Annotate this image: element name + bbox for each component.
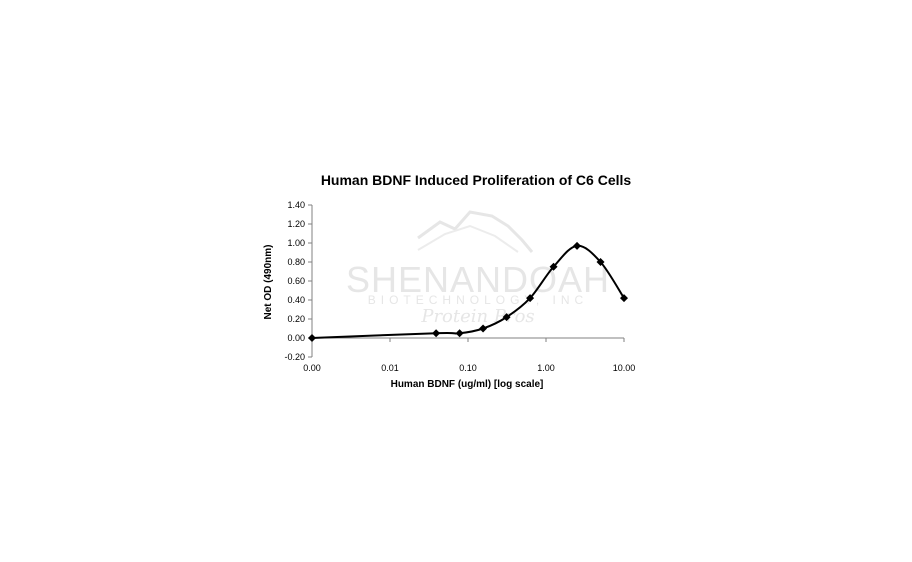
data-point [479, 324, 488, 333]
x-axis-title: Human BDNF (ug/ml) [log scale] [391, 379, 544, 390]
watermark-logo-text: SHENANDOAH [346, 259, 610, 300]
y-tick-label: 1.20 [287, 219, 305, 229]
data-point [549, 262, 558, 271]
x-tick-label: 10.00 [613, 363, 636, 373]
plot-axes: -0.200.000.200.400.600.801.001.201.400.0… [284, 200, 635, 373]
x-tick-label: 0.10 [459, 363, 477, 373]
x-tick-label: 0.01 [381, 363, 399, 373]
y-axis-title: Net OD (490nm) [263, 244, 274, 319]
data-point [526, 294, 535, 303]
y-tick-label: 0.40 [287, 295, 305, 305]
watermark-logo: SHENANDOAH BIOTECHNOLOGY, INC Protein Pr… [346, 210, 610, 327]
data-point [573, 241, 582, 250]
plot-series [308, 241, 628, 342]
x-tick-label: 0.00 [303, 363, 321, 373]
mountain-icon [417, 210, 534, 253]
chart-title: Human BDNF Induced Proliferation of C6 C… [321, 172, 632, 188]
data-point [596, 258, 605, 266]
data-point [620, 294, 628, 303]
y-tick-label: 0.60 [287, 276, 305, 286]
data-point [432, 329, 441, 338]
y-tick-label: 0.00 [287, 333, 305, 343]
mountain-ridge-icon [417, 224, 519, 253]
y-tick-label: 0.20 [287, 314, 305, 324]
data-point [502, 313, 511, 322]
y-tick-label: -0.20 [284, 352, 305, 362]
x-tick-label: 1.00 [537, 363, 555, 373]
y-tick-label: 0.80 [287, 257, 305, 267]
watermark-subtext: BIOTECHNOLOGY, INC [368, 293, 588, 307]
data-point [455, 329, 464, 338]
data-point [308, 334, 316, 342]
y-tick-label: 1.00 [287, 238, 305, 248]
y-tick-label: 1.40 [287, 200, 305, 210]
watermark-script: Protein Pros [420, 306, 534, 327]
series-line [311, 244, 625, 339]
